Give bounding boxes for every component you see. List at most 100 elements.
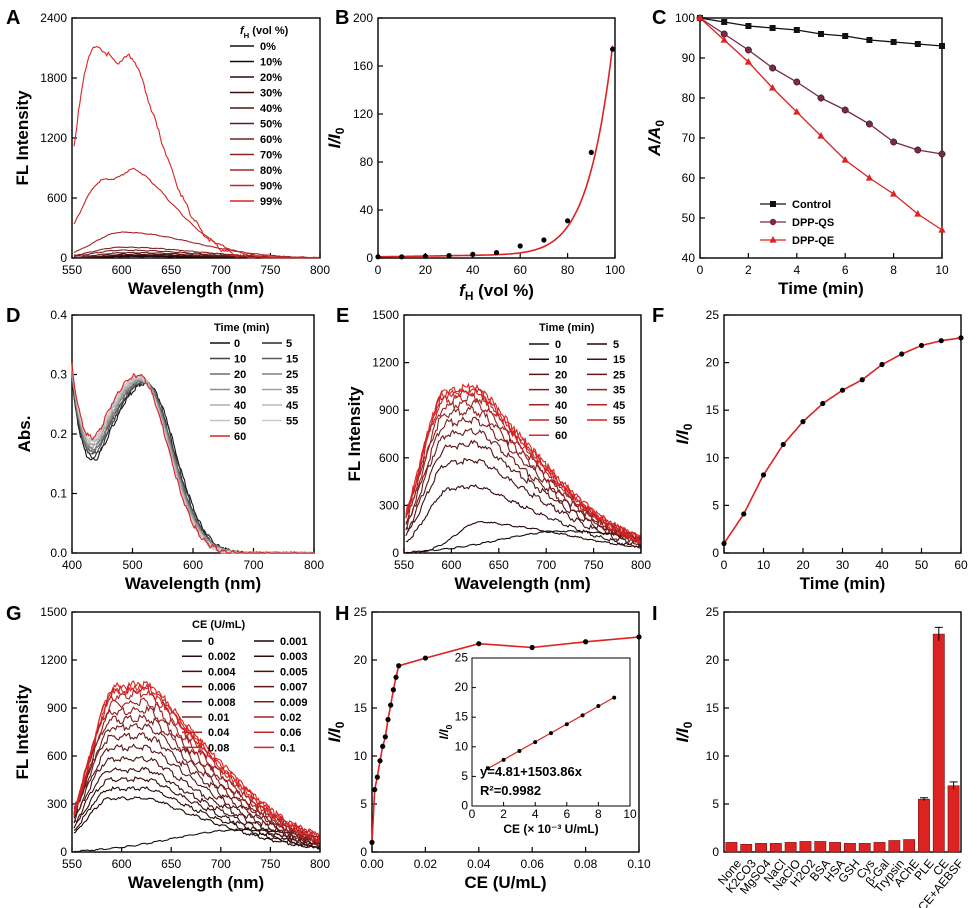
legend-entry: 15 [286,354,298,366]
legend-entry: 30% [260,88,282,100]
data-point [760,472,767,478]
panel-label: A [6,7,20,29]
series-line-99pct [73,45,320,259]
series-line-0.006 [73,743,320,847]
legend-entry: 0.001 [280,636,308,648]
legend-marker [770,201,776,207]
data-marker [769,84,777,91]
legend-entry: 0.008 [208,697,236,709]
panel-i: 0510152025II/I0NoneK2CO3MgSO4NaClNaClOH2… [652,603,966,908]
data-point [476,641,482,647]
legend-entry: 35 [286,385,298,397]
data-marker [793,108,801,115]
bar-Trypsin [888,840,901,853]
bar-Cys [858,843,871,853]
panel-f: 0 10 20 30 40 50 60 0 5 10 15 20 25 F I/I0 Time (min) [652,305,968,593]
data-marker [769,64,777,72]
data-marker [744,58,752,65]
x-tick-label: 0.00 [360,857,384,871]
y-tick-label: 25 [354,605,368,619]
legend-entry: 60% [260,134,282,146]
y-tick-label: 300 [379,498,399,512]
series-line-0.003 [73,776,320,849]
series-line-40 [405,399,641,543]
data-point [721,540,727,547]
data-marker [793,78,801,86]
data-point [390,687,396,693]
bar-CE+AEBSF [947,785,960,853]
data-marker [914,146,922,154]
legend-entry: 55 [613,415,625,427]
x-tick-label: 0.06 [521,857,545,871]
x-tick-label: 8 [890,263,897,277]
series-line-0 [71,380,314,554]
inset-x-tick-label: 10 [623,807,637,821]
x-tick-label: 650 [489,558,509,572]
series-line-80pct [73,231,320,259]
legend-entry: 20 [555,369,567,381]
y-tick-label: 15 [354,701,368,715]
data-marker [866,37,873,43]
legend-entry: 25 [286,369,298,381]
inset-y-tick-label: 20 [455,680,469,694]
legend-entry: 0.08 [208,742,229,754]
bar-K2CO3 [740,844,753,853]
y-axis-label: A/A0 [645,120,667,157]
data-marker [720,36,728,43]
y-tick-label: 1500 [40,605,67,619]
legend-entry: 0.002 [208,651,236,663]
inset-x-tick-label: 4 [532,807,539,821]
x-tick-label: 400 [62,558,82,572]
data-point [938,338,944,344]
data-point [636,634,642,640]
y-tick-label: 50 [682,211,696,225]
y-axis-label: I/I0 [325,721,347,742]
data-marker [841,156,849,163]
x-tick-label: 0.10 [627,857,651,871]
data-point [588,149,594,155]
series-line-0.08 [73,681,321,843]
inset-r2: R²=0.9982 [480,783,541,798]
legend-entry: 0.1 [280,742,295,754]
legend-entry: 0.007 [280,682,308,694]
legend-entry: 60 [555,430,567,442]
y-tick-label: 900 [379,403,399,417]
data-marker [793,27,800,33]
x-tick-label: 550 [394,558,414,572]
panel-label: E [336,305,349,327]
legend-entry: 20 [234,369,246,381]
legend-entry: 15 [613,354,625,366]
data-point [388,702,394,708]
legend-entry: 10% [260,57,282,69]
inset-y-tick-label: 25 [455,651,469,665]
data-point [382,734,388,740]
x-tick-label: 2 [745,263,752,277]
data-point [470,251,476,257]
x-tick-label: 700 [243,558,263,572]
panel-label: H [335,603,349,625]
x-tick-label: 500 [122,558,142,572]
y-tick-label: 5 [712,498,719,512]
x-tick-label: 800 [304,558,324,572]
y-tick-label: 60 [682,171,696,185]
data-marker [890,39,897,45]
data-point [800,419,806,425]
series-line-60 [71,362,315,554]
panel-e: 550 600 650 700 750 800030060090012001500EFL … [336,305,651,593]
legend-entry: 5 [613,339,619,351]
y-tick-label: 0 [712,546,719,560]
data-point [899,351,905,357]
data-marker [817,94,825,102]
data-point [529,644,535,651]
y-tick-label: 300 [47,797,67,811]
y-tick-label: 100 [675,11,695,25]
legend-entry: 30 [234,385,246,397]
y-tick-label: 15 [706,403,720,417]
legend-entry: 0.004 [208,666,236,678]
bar-β-Gal [873,842,886,853]
x-axis-label: Wavelength (nm) [125,574,261,593]
x-tick-label: 700 [211,263,231,277]
series-line-10 [405,483,641,548]
y-tick-label: 1200 [40,653,67,667]
fit-curve [723,337,962,544]
